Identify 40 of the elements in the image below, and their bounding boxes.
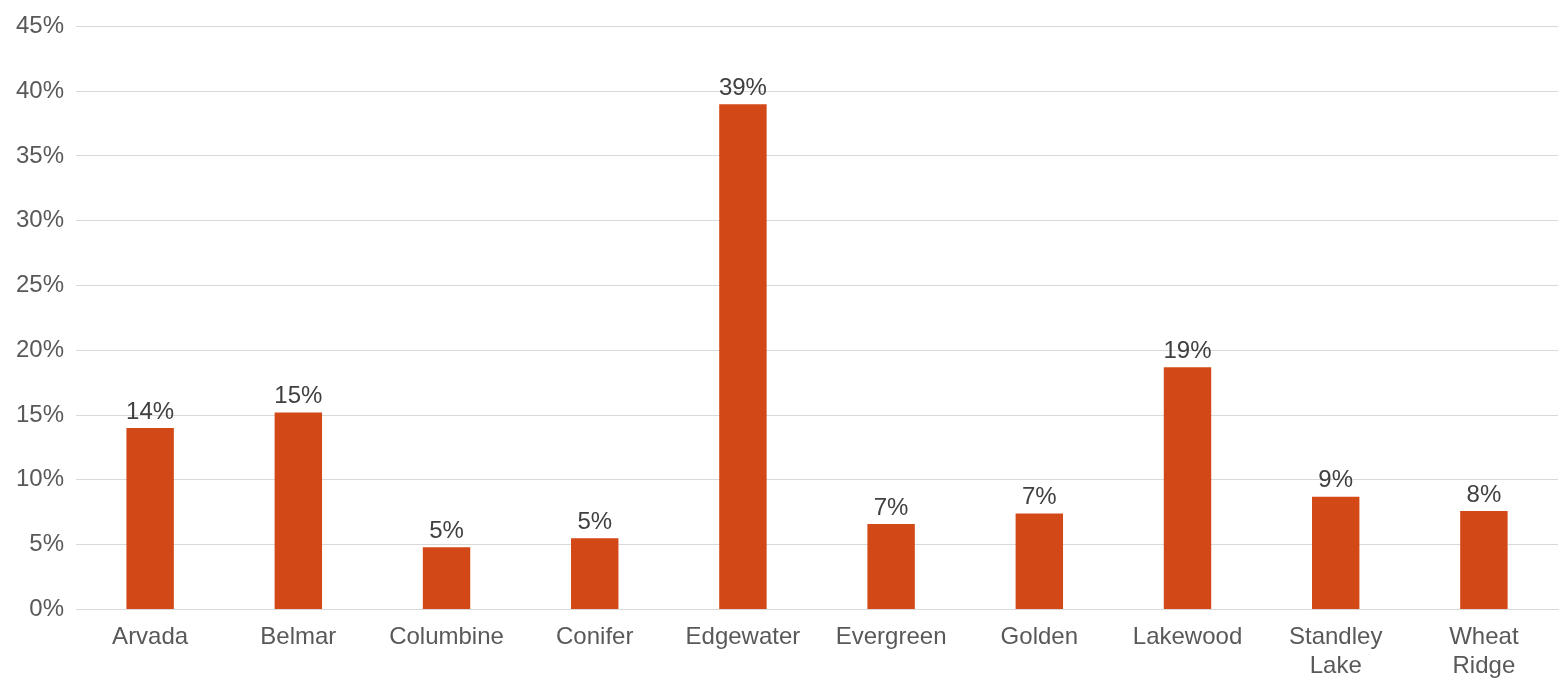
data-label: 9% <box>1318 465 1354 493</box>
bar <box>571 538 619 609</box>
x-tick-label: Belmar <box>260 622 337 650</box>
data-label: 5% <box>429 515 464 543</box>
bar <box>126 428 174 609</box>
bar <box>1460 510 1508 609</box>
data-label: 19% <box>1163 335 1212 363</box>
bar <box>1015 513 1064 609</box>
x-tick-label: Columbine <box>389 622 504 650</box>
x-tick-label: Golden <box>1000 622 1079 650</box>
y-tick-label: 35% <box>15 140 65 168</box>
bar <box>719 104 767 609</box>
bar <box>1163 367 1212 609</box>
data-label: 5% <box>577 506 613 534</box>
data-label: 15% <box>274 381 323 409</box>
bar <box>422 547 471 609</box>
x-tick-label: Wheat Ridge <box>1449 622 1519 679</box>
bar <box>1311 496 1360 609</box>
x-tick-label: Lakewood <box>1132 622 1243 650</box>
data-label: 7% <box>873 492 909 520</box>
x-tick-label: Standley Lake <box>1289 622 1383 679</box>
bar <box>867 523 915 609</box>
y-tick-label: 20% <box>15 334 65 362</box>
y-tick-label: 30% <box>15 205 65 233</box>
data-label: 14% <box>126 396 175 424</box>
bar <box>274 412 323 609</box>
y-tick-label: 25% <box>15 270 65 298</box>
y-tick-label: 40% <box>15 75 65 103</box>
y-tick-label: 5% <box>29 529 65 557</box>
x-tick-label: Arvada <box>112 622 189 650</box>
y-tick-label: 0% <box>29 594 65 622</box>
x-tick-label: Edgewater <box>685 622 801 650</box>
y-tick-label: 15% <box>15 399 65 427</box>
y-tick-label: 10% <box>15 464 65 492</box>
data-label: 7% <box>1021 482 1057 510</box>
y-tick-label: 45% <box>15 11 65 39</box>
data-label: 39% <box>718 72 767 100</box>
x-tick-label: Conifer <box>556 622 634 650</box>
x-tick-label: Evergreen <box>835 622 947 650</box>
data-label: 8% <box>1466 479 1502 507</box>
